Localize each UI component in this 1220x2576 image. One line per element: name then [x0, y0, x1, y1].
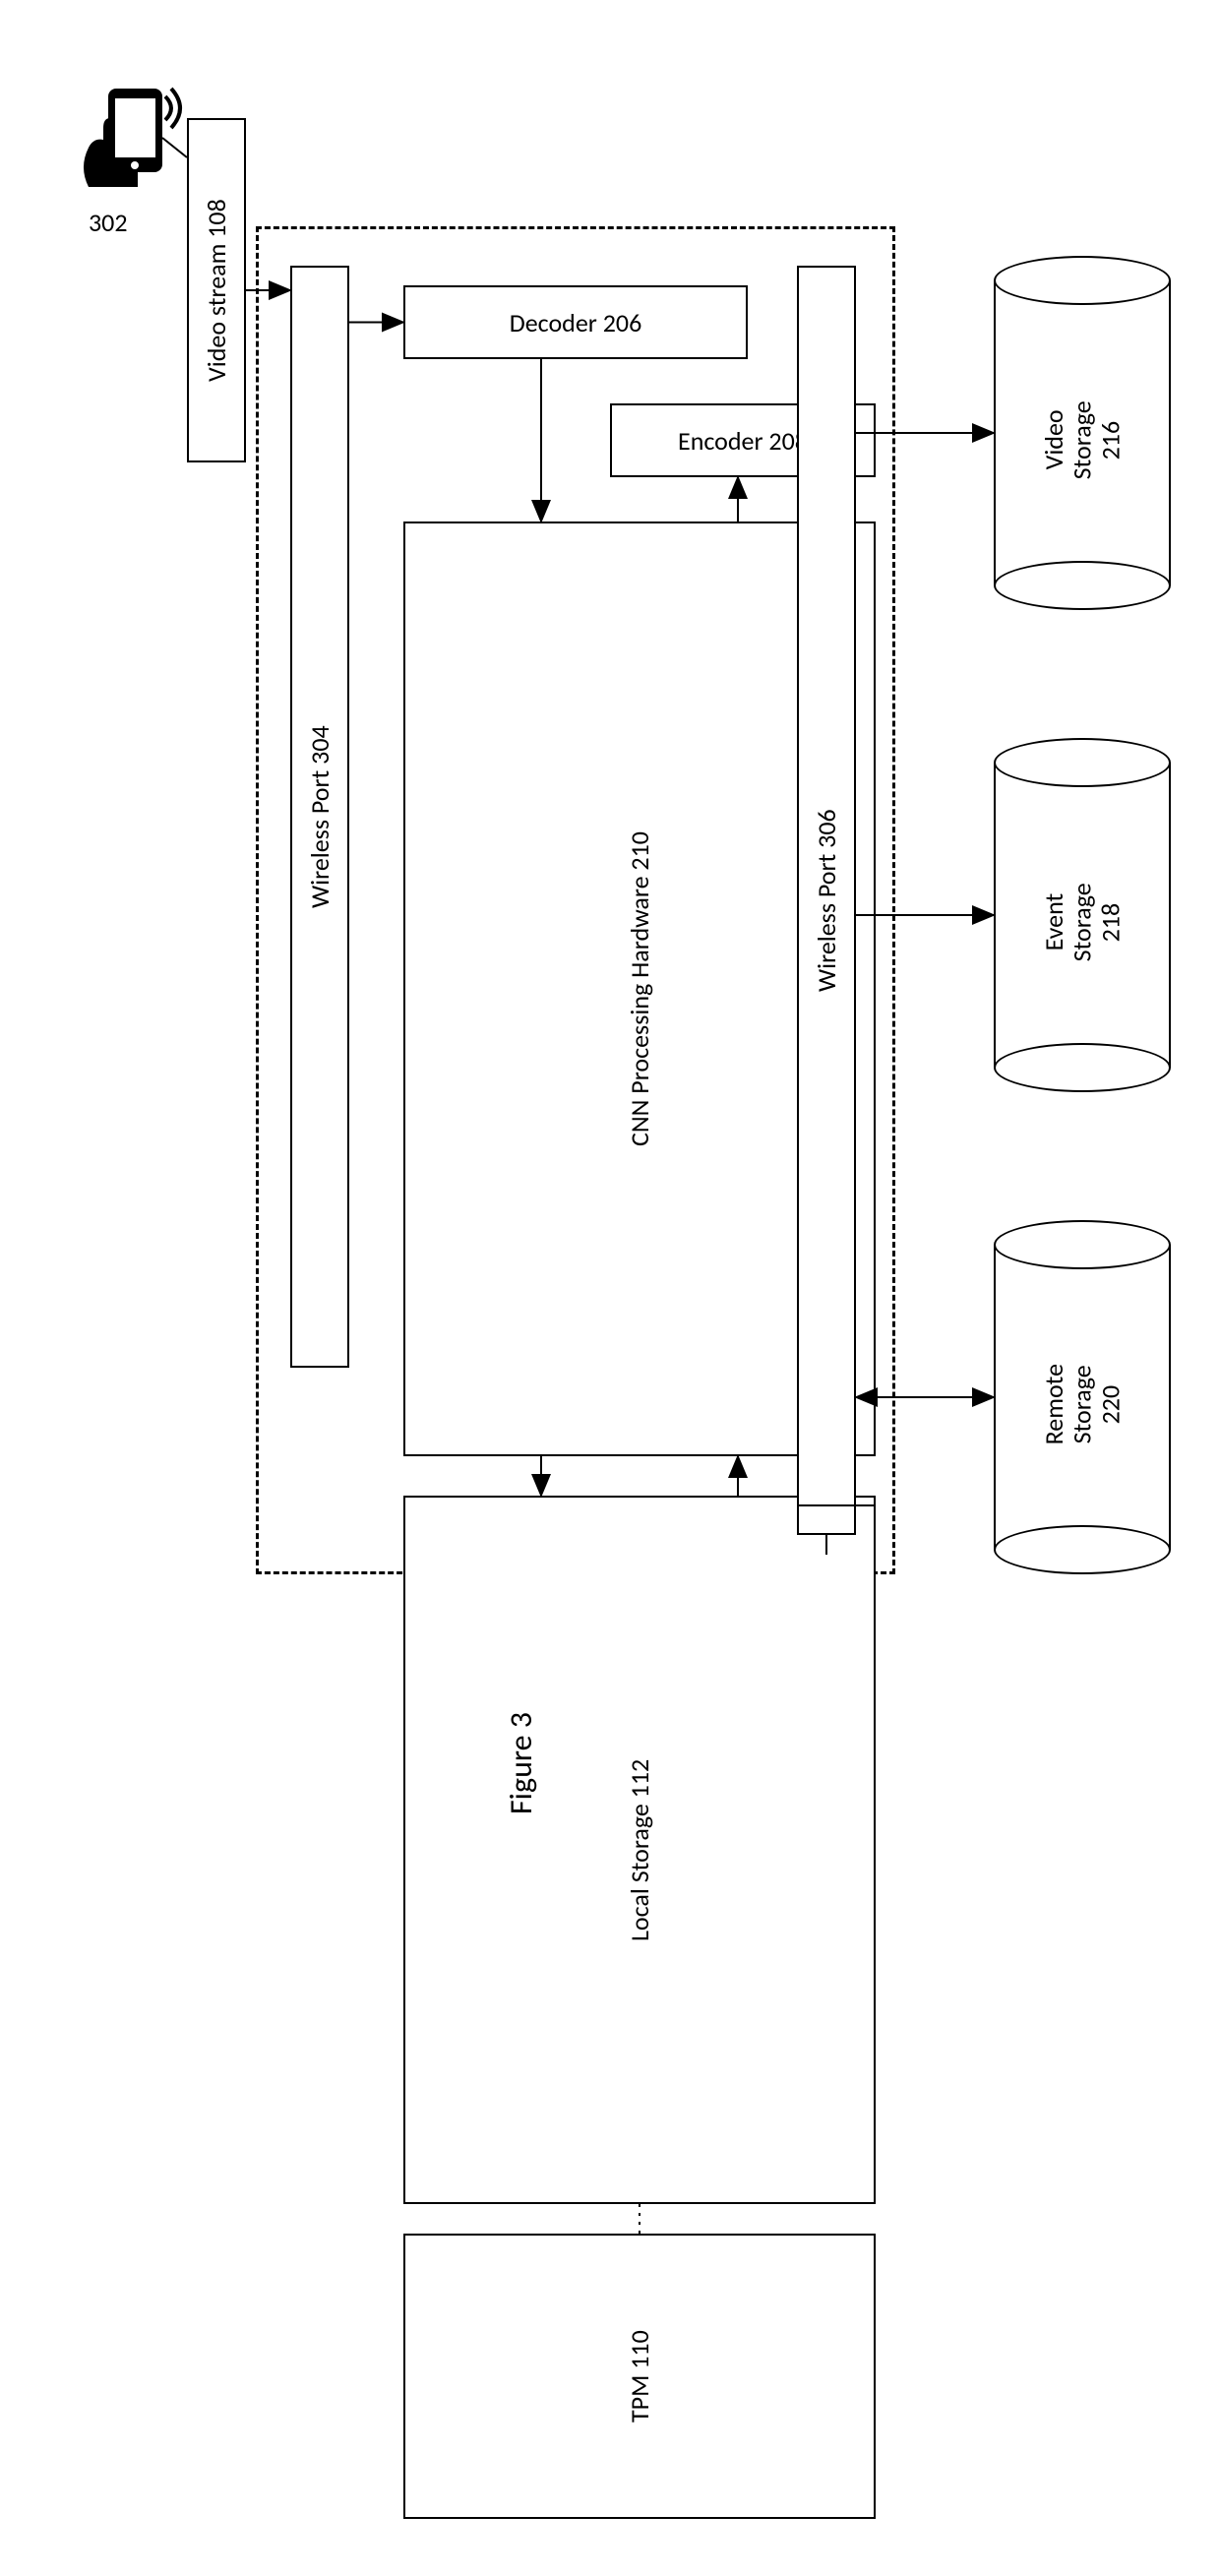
local-storage-label: Local Storage 112 — [624, 1758, 655, 1940]
diagram-canvas: 302 Video stream 108 Wireless Port 304 D… — [39, 39, 1181, 2537]
wireless-port-out-block: Wireless Port 306 — [797, 266, 856, 1535]
phone-ref-label: 302 — [89, 207, 128, 238]
video-stream-label: Video stream 108 — [201, 199, 232, 382]
wireless-out-label: Wireless Port 306 — [811, 809, 842, 992]
cnn-label: CNN Processing Hardware 210 — [624, 831, 655, 1146]
tpm-label: TPM 110 — [624, 2330, 655, 2423]
tpm-block: TPM 110 — [403, 2234, 876, 2519]
event-storage-cylinder: EventStorage218 — [994, 738, 1171, 1092]
handheld-device-icon — [69, 79, 187, 197]
video-storage-cylinder: VideoStorage216 — [994, 256, 1171, 610]
cyl_remote-label: RemoteStorage220 — [994, 1264, 1171, 1544]
remote-storage-cylinder: RemoteStorage220 — [994, 1220, 1171, 1574]
decoder-block: Decoder 206 — [403, 285, 748, 359]
encoder-label: Encoder 208 — [678, 425, 808, 457]
local-storage-block: Local Storage 112 — [403, 1496, 876, 2204]
cyl_video-label: VideoStorage216 — [994, 300, 1171, 580]
video-stream-block: Video stream 108 — [187, 118, 246, 462]
figure-caption: Figure 3 — [502, 1712, 540, 1814]
cyl_event-label: EventStorage218 — [994, 782, 1171, 1062]
wireless-in-label: Wireless Port 304 — [304, 725, 336, 908]
wireless-port-in-block: Wireless Port 304 — [290, 266, 349, 1368]
decoder-label: Decoder 206 — [510, 307, 642, 338]
